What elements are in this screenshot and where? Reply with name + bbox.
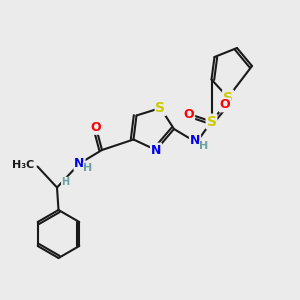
Text: S: S bbox=[223, 91, 233, 104]
Text: S: S bbox=[155, 101, 166, 115]
Text: N: N bbox=[151, 143, 161, 157]
Text: H: H bbox=[83, 163, 92, 173]
Text: O: O bbox=[220, 98, 230, 112]
Text: H: H bbox=[200, 141, 208, 151]
Text: O: O bbox=[91, 121, 101, 134]
Text: H: H bbox=[61, 177, 70, 187]
Text: H₃C: H₃C bbox=[12, 160, 34, 170]
Text: N: N bbox=[74, 157, 85, 170]
Text: S: S bbox=[206, 115, 217, 128]
Text: O: O bbox=[184, 107, 194, 121]
Text: N: N bbox=[190, 134, 200, 148]
